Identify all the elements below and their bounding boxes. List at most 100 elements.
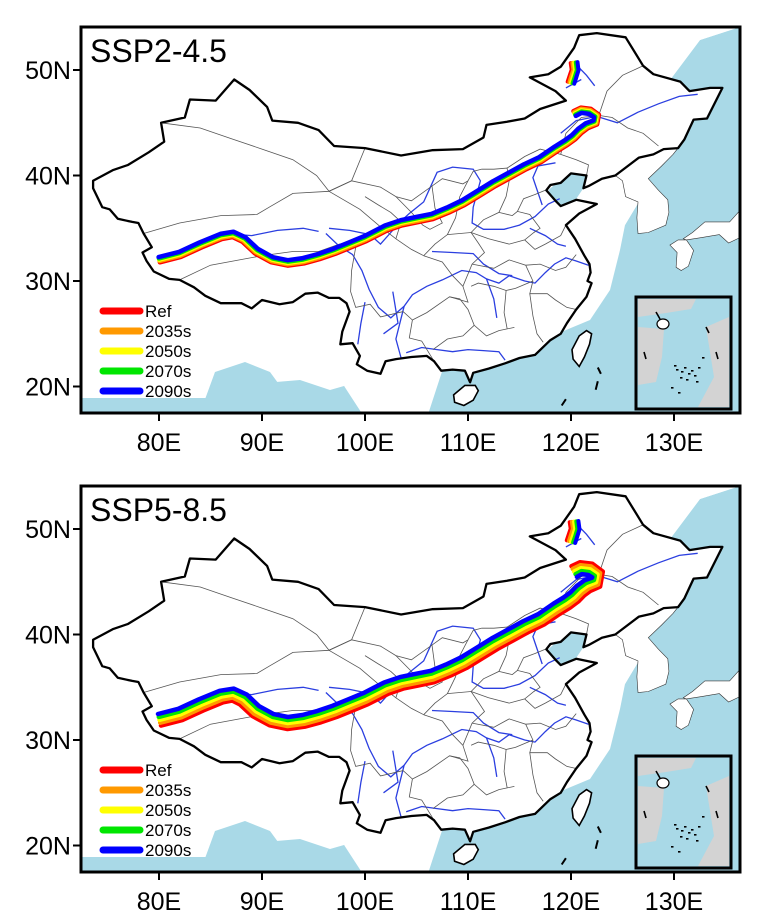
lat-tick-label: 20N xyxy=(25,833,71,861)
se-asia-land xyxy=(334,343,443,413)
lat-tick-label: 40N xyxy=(25,622,71,650)
lat-tick-label: 50N xyxy=(25,516,71,544)
kazakhstan xyxy=(81,48,235,181)
province-boundary xyxy=(525,713,577,730)
inset-island xyxy=(676,369,679,371)
bohai-sea xyxy=(548,173,592,205)
province-boundary xyxy=(328,637,469,661)
province-boundary xyxy=(408,319,435,362)
china-border xyxy=(91,31,724,384)
province-boundary xyxy=(350,240,413,321)
lon-tick-label: 120E xyxy=(542,888,600,916)
province-boundary xyxy=(529,293,544,343)
boundary-dash xyxy=(594,380,599,390)
se-asia-land xyxy=(334,802,443,872)
legend-label: 2035s xyxy=(145,781,191,800)
province-boundary xyxy=(503,290,508,329)
province-boundary xyxy=(529,280,577,310)
lat-tick-label: 50N xyxy=(25,57,71,85)
inset-island xyxy=(686,838,689,840)
province-boundary xyxy=(395,186,443,230)
inset-land-west xyxy=(638,327,664,385)
inset-boundary-dash xyxy=(705,326,710,334)
inset-hainan xyxy=(656,777,670,789)
inset-island xyxy=(674,365,677,367)
inset-island xyxy=(671,846,674,848)
hainan xyxy=(452,384,480,407)
river xyxy=(395,765,405,818)
legend-label: Ref xyxy=(145,761,172,780)
river xyxy=(328,166,560,246)
inset-island xyxy=(691,829,694,831)
inset-island xyxy=(691,370,694,372)
province-boundary xyxy=(560,573,659,614)
belt-north-fragment xyxy=(572,60,581,86)
map-panel-ssp245: 50N 40N 30N 20N 80E 90E 100E 110E 120E 130E SSP2-4… xyxy=(25,25,742,457)
belt-ref xyxy=(158,559,606,732)
belt-north-fragment xyxy=(573,519,582,545)
inset-boundary-dash xyxy=(715,351,719,360)
inset-hainan xyxy=(656,318,670,330)
taiwan xyxy=(571,329,593,368)
province-boundary xyxy=(529,752,544,802)
lat-tick-label: 30N xyxy=(25,727,71,755)
belt-2050s xyxy=(157,565,600,726)
province-boundary xyxy=(598,524,644,575)
inset-island xyxy=(702,357,705,359)
lon-tick-label: 90E xyxy=(240,888,284,916)
belt-north-fragment xyxy=(571,519,580,545)
belt-2090s xyxy=(156,110,597,263)
province-boundary xyxy=(350,699,413,780)
panel-title: SSP2-4.5 xyxy=(90,33,227,69)
china-land xyxy=(93,492,723,842)
belt-2070s xyxy=(156,568,598,723)
inset-island xyxy=(676,828,679,830)
belt-north-fragment xyxy=(566,519,575,543)
province-boundary xyxy=(517,648,546,671)
legend-label: Ref xyxy=(145,302,172,321)
inset-island xyxy=(688,832,691,834)
lon-tick-label: 80E xyxy=(137,888,181,916)
river xyxy=(325,233,589,319)
province-boundary xyxy=(529,739,577,769)
province-boundary xyxy=(470,210,541,245)
map-svg: 50N 40N 30N 20N 80E 90E 100E 110E 120E 130E SSP5-8… xyxy=(25,484,742,916)
province-boundary xyxy=(470,259,534,291)
province-boundary xyxy=(423,691,486,746)
province-boundary xyxy=(470,167,510,233)
inset-island xyxy=(696,381,699,383)
province-boundary xyxy=(423,714,469,762)
lon-tick-label: 110E xyxy=(440,429,497,457)
map-frame xyxy=(79,484,742,874)
inset-island xyxy=(698,367,701,369)
boundary-dash xyxy=(596,367,602,375)
inset-island xyxy=(694,834,697,836)
inset-island xyxy=(680,836,683,838)
river xyxy=(529,686,567,706)
river xyxy=(405,805,506,820)
legend-label: 2070s xyxy=(145,362,191,381)
province-boundary xyxy=(560,114,659,155)
province-boundary xyxy=(412,755,515,796)
belt-2090s xyxy=(155,571,595,720)
belt-north-fragment xyxy=(564,520,573,543)
province-boundary xyxy=(598,65,644,116)
china-land xyxy=(93,33,723,383)
map-panel-ssp585: 50N 40N 30N 20N 80E 90E 100E 110E 120E 130E SSP5-8… xyxy=(0,459,779,919)
lon-tick-label: 80E xyxy=(137,429,181,457)
inset-boundary-dash xyxy=(643,810,647,819)
inset-island xyxy=(678,851,681,853)
province-boundary xyxy=(423,255,469,303)
province-boundary xyxy=(447,168,482,235)
province-boundary xyxy=(517,189,546,212)
province-boundary xyxy=(525,254,577,271)
inset-boundary-dash xyxy=(655,770,661,779)
inset-boundary-dash xyxy=(655,311,661,320)
inset-island xyxy=(688,373,691,375)
inset-island xyxy=(686,379,689,381)
legend-label: 2035s xyxy=(145,322,191,341)
river xyxy=(383,750,399,794)
inset-island xyxy=(674,824,677,826)
bay-of-bengal xyxy=(200,362,300,413)
inset-land-west xyxy=(638,786,664,844)
